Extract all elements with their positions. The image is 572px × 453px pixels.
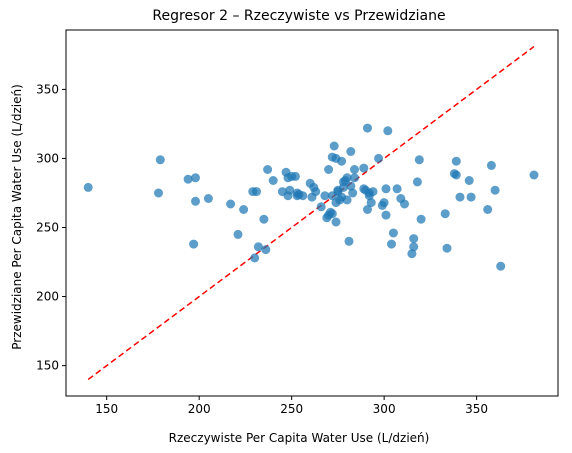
data-point [226, 199, 236, 209]
data-point [203, 194, 213, 203]
plot-area-frame [65, 29, 559, 397]
y-tick-label: 150 [36, 359, 59, 373]
data-point [490, 185, 500, 195]
data-point [412, 177, 422, 187]
data-point [191, 173, 200, 183]
data-point [363, 123, 372, 133]
data-point [316, 202, 326, 212]
data-point [331, 217, 341, 227]
data-point [359, 163, 369, 173]
data-point [261, 245, 271, 255]
data-point [407, 249, 417, 259]
data-point [350, 165, 359, 174]
data-point [496, 261, 506, 271]
data-point [191, 196, 200, 206]
data-point [253, 242, 263, 252]
x-tick-label: 150 [95, 402, 118, 416]
data-point [268, 176, 278, 185]
data-point [189, 239, 199, 249]
data-point [455, 192, 465, 202]
data-point [392, 184, 402, 194]
data-point [259, 214, 269, 224]
data-point [464, 176, 474, 185]
data-point [298, 191, 308, 201]
data-point [466, 192, 476, 202]
data-point [451, 156, 461, 166]
data-point [409, 234, 419, 244]
data-point [285, 185, 295, 195]
x-tick-label: 200 [188, 402, 211, 416]
data-point [486, 160, 496, 170]
data-point [366, 198, 376, 208]
data-point [368, 187, 378, 197]
x-axis-label: Rzeczywiste Per Capita Water Use (L/dzie… [169, 431, 430, 445]
data-point [311, 187, 321, 197]
data-point [252, 187, 261, 197]
ideal-fit-line [87, 45, 535, 381]
data-point [416, 214, 426, 224]
data-point [381, 210, 391, 220]
data-point [442, 243, 452, 253]
data-point [83, 182, 93, 192]
data-point [414, 155, 424, 165]
x-tick-label: 350 [465, 402, 488, 416]
data-point [400, 199, 409, 209]
y-tick-label: 350 [36, 82, 59, 96]
data-point [350, 173, 359, 183]
x-tick-label: 250 [280, 402, 303, 416]
data-point [346, 181, 356, 191]
x-tick-label: 300 [373, 402, 396, 416]
data-point [342, 173, 352, 183]
y-tick-label: 250 [36, 221, 59, 235]
y-tick-label: 200 [36, 290, 59, 304]
data-point [327, 209, 337, 219]
data-point [320, 191, 330, 201]
data-point [483, 205, 493, 214]
data-point [346, 147, 356, 156]
data-point [440, 209, 450, 219]
data-point [324, 165, 334, 174]
data-point [233, 229, 243, 239]
data-point [183, 174, 193, 184]
data-point [388, 228, 398, 238]
data-point [383, 126, 393, 136]
data-point [337, 156, 347, 166]
data-point [344, 236, 354, 246]
data-point [374, 153, 384, 163]
data-point [250, 253, 260, 263]
data-point [329, 141, 339, 151]
data-point [154, 188, 163, 198]
chart-title: Regresor 2 – Rzeczywiste vs Przewidziane [152, 8, 445, 24]
data-point [338, 182, 348, 192]
data-point [290, 171, 300, 181]
data-point [529, 170, 539, 180]
data-point [342, 195, 352, 205]
data-point [409, 242, 419, 252]
y-axis-label: Przewidziane Per Capita Water Use (L/dzi… [10, 84, 24, 350]
data-point [387, 239, 396, 249]
data-point [239, 205, 249, 214]
data-point [155, 155, 165, 165]
data-point [348, 188, 358, 198]
data-point [451, 170, 461, 180]
data-point [263, 165, 273, 174]
data-point [363, 205, 372, 214]
data-point [379, 198, 389, 208]
y-tick-label: 300 [36, 151, 59, 165]
data-point [381, 184, 391, 194]
